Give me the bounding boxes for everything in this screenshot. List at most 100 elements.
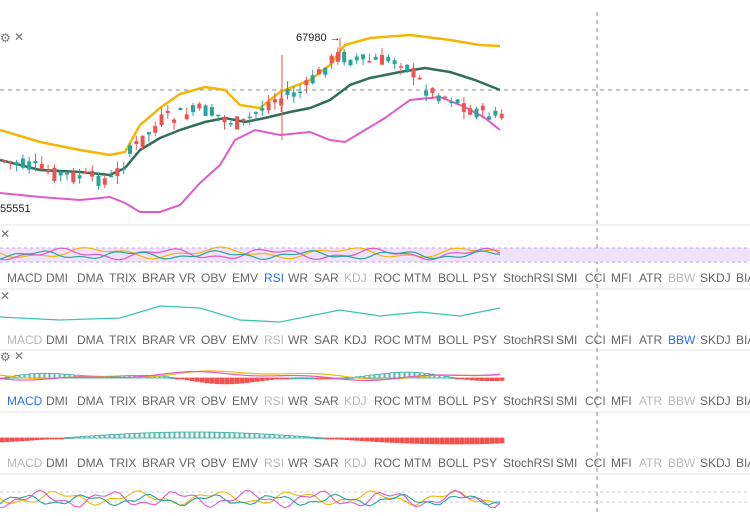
tab-macd[interactable]: MACD: [7, 456, 43, 470]
tab-emv[interactable]: EMV: [232, 456, 259, 470]
tab-vr[interactable]: VR: [179, 456, 196, 470]
tab-bbw[interactable]: BBW: [668, 333, 696, 347]
tab-stochrsi[interactable]: StochRSI: [503, 271, 554, 285]
tab-sar[interactable]: SAR: [314, 271, 339, 285]
tab-emv[interactable]: EMV: [232, 271, 259, 285]
close-icon[interactable]: ✕: [0, 227, 11, 241]
tab-roc[interactable]: ROC: [374, 394, 401, 408]
close-icon[interactable]: ✕: [0, 289, 11, 303]
tab-dmi[interactable]: DMI: [46, 456, 68, 470]
tab-boll[interactable]: BOLL: [438, 456, 469, 470]
tab-cci[interactable]: CCI: [585, 271, 606, 285]
tab-roc[interactable]: ROC: [374, 271, 401, 285]
tab-bbw[interactable]: BBW: [668, 271, 696, 285]
tab-brar[interactable]: BRAR: [142, 333, 176, 347]
tab-skdj[interactable]: SKDJ: [700, 456, 731, 470]
close-icon[interactable]: ✕: [14, 30, 25, 44]
tab-cci[interactable]: CCI: [585, 394, 606, 408]
tab-atr[interactable]: ATR: [639, 271, 663, 285]
tab-stochrsi[interactable]: StochRSI: [503, 394, 554, 408]
tab-kdj[interactable]: KDJ: [344, 271, 367, 285]
tab-mtm[interactable]: MTM: [404, 271, 432, 285]
tab-dma[interactable]: DMA: [77, 271, 104, 285]
gear-icon[interactable]: ⚙: [0, 350, 11, 364]
tab-kdj[interactable]: KDJ: [344, 333, 367, 347]
tab-psy[interactable]: PSY: [473, 271, 498, 285]
tab-boll[interactable]: BOLL: [438, 333, 469, 347]
tab-mfi[interactable]: MFI: [611, 394, 632, 408]
tab-bbw[interactable]: BBW: [668, 456, 696, 470]
tab-roc[interactable]: ROC: [374, 456, 401, 470]
tab-rsi[interactable]: RSI: [264, 394, 285, 408]
tab-atr[interactable]: ATR: [639, 333, 663, 347]
tab-obv[interactable]: OBV: [201, 456, 227, 470]
tab-psy[interactable]: PSY: [473, 456, 498, 470]
tab-atr[interactable]: ATR: [639, 394, 663, 408]
tab-cci[interactable]: CCI: [585, 456, 606, 470]
tab-boll[interactable]: BOLL: [438, 394, 469, 408]
tab-smi[interactable]: SMI: [556, 271, 578, 285]
tab-bbw[interactable]: BBW: [668, 394, 696, 408]
tab-mtm[interactable]: MTM: [404, 456, 432, 470]
tab-macd[interactable]: MACD: [7, 394, 43, 408]
tab-brar[interactable]: BRAR: [142, 456, 176, 470]
tab-atr[interactable]: ATR: [639, 456, 663, 470]
tab-psy[interactable]: PSY: [473, 394, 498, 408]
tab-mfi[interactable]: MFI: [611, 333, 632, 347]
tab-wr[interactable]: WR: [288, 333, 308, 347]
tab-smi[interactable]: SMI: [556, 333, 578, 347]
tab-dma[interactable]: DMA: [77, 456, 104, 470]
tab-vr[interactable]: VR: [179, 333, 196, 347]
tab-brar[interactable]: BRAR: [142, 394, 176, 408]
tab-skdj[interactable]: SKDJ: [700, 333, 731, 347]
tab-dmi[interactable]: DMI: [46, 394, 68, 408]
tab-skdj[interactable]: SKDJ: [700, 271, 731, 285]
tab-dmi[interactable]: DMI: [46, 271, 68, 285]
tab-bias[interactable]: BIAS: [736, 394, 750, 408]
tab-boll[interactable]: BOLL: [438, 271, 469, 285]
tab-obv[interactable]: OBV: [201, 394, 227, 408]
tab-wr[interactable]: WR: [288, 271, 308, 285]
tab-macd[interactable]: MACD: [7, 271, 43, 285]
tab-trix[interactable]: TRIX: [109, 271, 137, 285]
tab-skdj[interactable]: SKDJ: [700, 394, 731, 408]
tab-mtm[interactable]: MTM: [404, 333, 432, 347]
tab-obv[interactable]: OBV: [201, 333, 227, 347]
tab-brar[interactable]: BRAR: [142, 271, 176, 285]
tab-vr[interactable]: VR: [179, 394, 196, 408]
tab-mfi[interactable]: MFI: [611, 271, 632, 285]
tab-obv[interactable]: OBV: [201, 271, 227, 285]
tab-bias[interactable]: BIAS: [736, 271, 750, 285]
tab-sar[interactable]: SAR: [314, 333, 339, 347]
tab-wr[interactable]: WR: [288, 456, 308, 470]
tab-macd[interactable]: MACD: [7, 333, 43, 347]
tab-psy[interactable]: PSY: [473, 333, 498, 347]
tab-kdj[interactable]: KDJ: [344, 394, 367, 408]
tab-stochrsi[interactable]: StochRSI: [503, 333, 554, 347]
tab-rsi[interactable]: RSI: [264, 456, 285, 470]
tab-roc[interactable]: ROC: [374, 333, 401, 347]
tab-smi[interactable]: SMI: [556, 394, 578, 408]
tab-sar[interactable]: SAR: [314, 456, 339, 470]
tab-emv[interactable]: EMV: [232, 394, 259, 408]
tab-dmi[interactable]: DMI: [46, 333, 68, 347]
gear-icon[interactable]: ⚙: [0, 31, 11, 45]
tab-trix[interactable]: TRIX: [109, 456, 137, 470]
tab-rsi[interactable]: RSI: [264, 333, 285, 347]
tab-dma[interactable]: DMA: [77, 333, 104, 347]
tab-sar[interactable]: SAR: [314, 394, 339, 408]
tab-rsi[interactable]: RSI: [264, 271, 285, 285]
tab-smi[interactable]: SMI: [556, 456, 578, 470]
tab-bias[interactable]: BIAS: [736, 333, 750, 347]
tab-kdj[interactable]: KDJ: [344, 456, 367, 470]
tab-vr[interactable]: VR: [179, 271, 196, 285]
tab-mtm[interactable]: MTM: [404, 394, 432, 408]
tab-wr[interactable]: WR: [288, 394, 308, 408]
tab-stochrsi[interactable]: StochRSI: [503, 456, 554, 470]
close-icon[interactable]: ✕: [14, 349, 25, 363]
tab-trix[interactable]: TRIX: [109, 394, 137, 408]
tab-cci[interactable]: CCI: [585, 333, 606, 347]
tab-bias[interactable]: BIAS: [736, 456, 750, 470]
tab-trix[interactable]: TRIX: [109, 333, 137, 347]
